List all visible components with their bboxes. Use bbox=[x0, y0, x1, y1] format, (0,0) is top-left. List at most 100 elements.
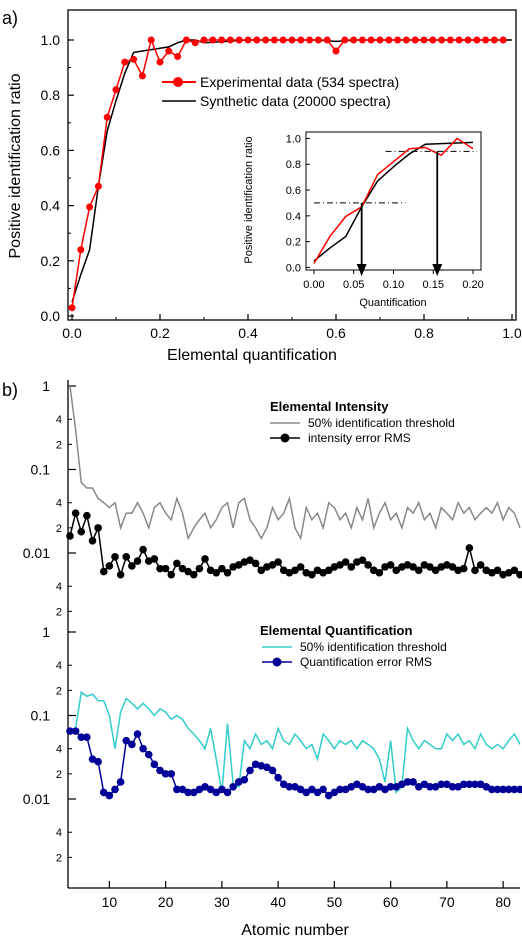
intensity-rms-point bbox=[83, 511, 91, 520]
data-point-experimental bbox=[200, 36, 208, 44]
quant-rms-point bbox=[167, 770, 176, 778]
inset-x-tick-label: 0.20 bbox=[462, 279, 483, 291]
intensity-rms-point bbox=[212, 568, 221, 577]
legend-b-intensity: Elemental Intensity 50% identification t… bbox=[270, 399, 455, 445]
legend-b-quant: Elemental Quantification 50% identificat… bbox=[260, 623, 447, 669]
data-point-experimental bbox=[262, 36, 270, 44]
y-tick-label-a: 0.0 bbox=[41, 308, 61, 324]
quant-rms-point bbox=[184, 788, 192, 797]
data-point-experimental bbox=[218, 36, 226, 44]
log-minor-tick-label: 2 bbox=[56, 852, 62, 864]
y-ticks-b-intensity: 1 0.1 0.01 4 2 4 2 4 2 bbox=[23, 378, 76, 618]
quant-rms-point bbox=[116, 778, 125, 786]
data-point-experimental bbox=[103, 113, 111, 121]
series-a bbox=[68, 36, 512, 312]
data-point-experimental bbox=[394, 36, 402, 44]
intensity-rms-point bbox=[246, 556, 254, 564]
intensity-rms-point bbox=[66, 532, 74, 540]
data-point-experimental bbox=[385, 36, 393, 44]
intensity-rms-point bbox=[459, 564, 468, 573]
series-b-quant bbox=[66, 690, 522, 800]
intensity-rms-point bbox=[111, 553, 119, 561]
x-tick-label-b: 60 bbox=[383, 894, 399, 910]
inset-x-ticks: 0.00 0.05 0.10 0.15 0.20 bbox=[303, 270, 484, 291]
intensity-rms-point bbox=[189, 570, 198, 579]
inset-y-tick-label: 0.8 bbox=[286, 159, 301, 171]
inset-x-label: Quantification bbox=[359, 297, 426, 309]
quant-rms-point bbox=[448, 782, 457, 791]
log-minor-tick-label: 4 bbox=[56, 498, 62, 510]
intensity-rms-point bbox=[308, 570, 316, 579]
legend-marker-experimental bbox=[173, 77, 183, 87]
data-point-experimental bbox=[226, 36, 234, 44]
data-point-experimental bbox=[420, 36, 428, 44]
intensity-rms-point bbox=[392, 566, 401, 575]
data-point-experimental bbox=[350, 36, 358, 44]
intensity-rms-point bbox=[409, 563, 417, 571]
quant-rms-point bbox=[381, 785, 389, 794]
intensity-rms-point bbox=[431, 566, 440, 575]
quant-rms-point bbox=[212, 788, 221, 797]
quant-rms-point bbox=[336, 785, 344, 794]
quant-rms-point bbox=[493, 785, 502, 794]
log-minor-tick-label: 4 bbox=[56, 581, 62, 593]
y-tick-label-a: 0.4 bbox=[41, 198, 61, 214]
log-minor-tick-label: 2 bbox=[56, 606, 62, 618]
inset-y-ticks: 0.0 0.2 0.4 0.6 0.8 1.0 bbox=[286, 133, 310, 274]
quant-rms-point bbox=[358, 782, 367, 791]
data-point-experimental bbox=[332, 47, 340, 55]
intensity-rms-point bbox=[234, 561, 243, 569]
quant-rms-point bbox=[516, 785, 522, 794]
inset-y-tick-label: 0.4 bbox=[286, 211, 301, 223]
x-tick-label-a: 0.6 bbox=[326, 325, 346, 341]
intensity-rms-point bbox=[77, 527, 86, 536]
intensity-rms-point bbox=[201, 555, 209, 563]
legend-label-synthetic: Synthetic data (20000 spectra) bbox=[200, 93, 391, 109]
quant-rms-point bbox=[409, 778, 417, 786]
log-major-tick-label: 0.01 bbox=[23, 545, 50, 561]
x-tick-label-b: 40 bbox=[270, 894, 286, 910]
data-point-experimental bbox=[209, 36, 217, 44]
data-point-experimental bbox=[367, 36, 375, 44]
quant-rms-point bbox=[426, 782, 434, 791]
inset-x-tick-label: 0.00 bbox=[303, 279, 324, 291]
data-point-experimental bbox=[138, 72, 146, 80]
intensity-rms-point bbox=[465, 544, 474, 552]
x-tick-label-a: 0.0 bbox=[62, 325, 82, 341]
quant-rms-point bbox=[319, 785, 327, 794]
log-minor-tick-label: 2 bbox=[56, 439, 62, 451]
data-point-experimental bbox=[288, 36, 296, 44]
quant-rms-point bbox=[285, 782, 294, 791]
intensity-rms-point bbox=[218, 564, 226, 573]
quant-rms-point bbox=[189, 788, 198, 797]
log-minor-tick-label: 4 bbox=[56, 744, 62, 756]
intensity-threshold-line bbox=[69, 385, 521, 541]
legend-a: Experimental data (534 spectra) Syntheti… bbox=[162, 74, 399, 109]
quant-rms-point bbox=[206, 785, 215, 794]
intensity-rms-point bbox=[516, 570, 522, 579]
quant-rms-point bbox=[139, 744, 147, 753]
panel-b: b) 1 0.1 0.01 4 2 4 2 4 2 1 0.1 0.01 4 2 4 2 4 2 10 20 30 4… bbox=[2, 378, 522, 939]
log-major-tick-label: 0.1 bbox=[31, 462, 51, 478]
data-point-experimental bbox=[130, 55, 138, 63]
log-minor-tick-label: 4 bbox=[56, 414, 62, 426]
x-ticks-a: 0.0 0.2 0.4 0.6 0.8 1.0 bbox=[62, 314, 522, 341]
quant-rms-point bbox=[229, 782, 237, 791]
data-point-experimental bbox=[411, 36, 419, 44]
x-tick-label-b: 30 bbox=[214, 894, 230, 910]
intensity-rms-point bbox=[347, 563, 356, 571]
quant-rms-point bbox=[66, 727, 74, 735]
x-axis-label-b: Atomic number bbox=[241, 922, 349, 939]
intensity-rms-point bbox=[291, 566, 299, 575]
log-minor-tick-label: 2 bbox=[56, 769, 62, 781]
log-major-tick-label: 0.01 bbox=[23, 791, 50, 807]
intensity-rms-point bbox=[128, 562, 136, 570]
quant-rms-point bbox=[386, 782, 395, 791]
quant-rms-point bbox=[133, 730, 142, 738]
data-point-experimental bbox=[429, 36, 437, 44]
data-point-experimental bbox=[499, 36, 507, 44]
quant-rms-point bbox=[178, 785, 187, 794]
quant-rms-point bbox=[324, 791, 333, 800]
intensity-rms-point bbox=[184, 567, 192, 576]
panel-label-a: a) bbox=[2, 8, 18, 28]
